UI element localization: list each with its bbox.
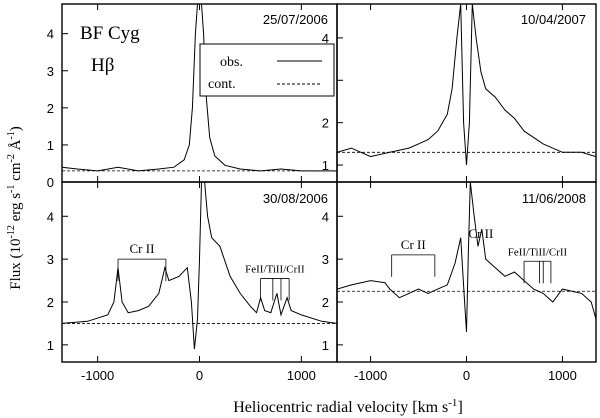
panel-2-ytick-label: 2 — [322, 116, 329, 131]
panel-4-ytick-label: 4 — [322, 209, 329, 224]
legend-cont-label: cont. — [208, 77, 236, 92]
y-axis-label-exp2: -1 — [6, 185, 17, 193]
panel-3-xtick-label: 1000 — [287, 368, 316, 383]
panel-1-date: 25/07/2006 — [263, 12, 328, 27]
y-axis-label-main: Flux (10 — [8, 239, 24, 290]
panel-3-ytick-label: 1 — [47, 338, 54, 353]
y-axis-label-exp3: -2 — [6, 154, 17, 162]
star-label: BF Cyg — [80, 23, 140, 44]
y-axis-label-unit1: erg s — [8, 193, 24, 225]
y-axis-label-exp4: -1 — [6, 131, 17, 139]
panel-1-ytick-label: 3 — [47, 64, 54, 79]
y-axis-label-unit3: Å — [8, 139, 24, 154]
panel-3-ytick-label: 3 — [47, 252, 54, 267]
panel-4-spectrum-line — [337, 182, 596, 333]
y-axis-label: Flux (10-12 erg s-1 cm-2 Å-1) — [6, 126, 24, 290]
y-axis-label-exp1: -12 — [6, 225, 17, 238]
x-axis-label: Heliocentric radial velocity [km s-1] — [233, 397, 463, 416]
y-axis-label-unit2: cm — [8, 162, 24, 184]
panel-1-ytick-label: 0 — [47, 175, 54, 190]
x-axis-label-main: Heliocentric radial velocity [km s — [233, 399, 448, 416]
x-axis-label-close: ] — [457, 399, 462, 416]
legend-obs-label: obs. — [220, 55, 243, 70]
panel-4-xtick-label: 1000 — [548, 368, 577, 383]
panel-3-ytick-label: 4 — [47, 209, 54, 224]
panel-4-ytick-label: 2 — [322, 295, 329, 310]
panel-4-annotation-label: Cr II — [401, 237, 426, 252]
panel-1-ytick-label: 1 — [47, 138, 54, 153]
legend-box — [199, 43, 335, 97]
panel-2-date: 10/04/2007 — [521, 12, 586, 27]
panel-3-ytick-label: 2 — [47, 295, 54, 310]
panel-4-annotation-label: Cr II — [468, 226, 493, 241]
x-axis-label-exp: -1 — [448, 397, 457, 409]
panel-4-date: 11/06/2008 — [522, 191, 586, 206]
panel-1-ytick-label: 2 — [47, 101, 54, 116]
panel-1-spectrum-line — [62, 4, 337, 172]
panel-4-ytick-label: 1 — [322, 338, 329, 353]
panel-2-ytick-label: 4 — [322, 31, 329, 46]
panel-3-annotation-label: Cr II — [129, 241, 154, 256]
y-axis-label-close: ) — [8, 126, 24, 131]
panel-4-xtick-label: 0 — [463, 368, 470, 383]
panel-2-ytick-label: 1 — [322, 158, 329, 173]
panel-3-annotation-label: FeII/TiII/CrII — [245, 263, 305, 275]
panel-4-xtick-label: -1000 — [354, 368, 387, 383]
panel-3-xtick-label: 0 — [196, 368, 203, 383]
panel-frame-4 — [336, 181, 597, 363]
panel-1-ytick-label: 4 — [47, 27, 54, 42]
panel-3-spectrum-line — [62, 182, 337, 350]
panel-4-annotation-label: FeII/TiII/CrII — [508, 246, 568, 258]
plot-layer: 0 1 2 3 4 25/07/2006 1 2 3 4 10/04/2007 1 2 3 4 -1000 0 1… — [47, 4, 596, 383]
panel-4-ytick-label: 3 — [322, 252, 329, 267]
panel-3-date: 30/08/2006 — [263, 191, 328, 206]
line-label: Hβ — [91, 55, 114, 76]
panel-2-spectrum-line — [337, 4, 596, 166]
panel-3-xtick-label: -1000 — [81, 368, 114, 383]
